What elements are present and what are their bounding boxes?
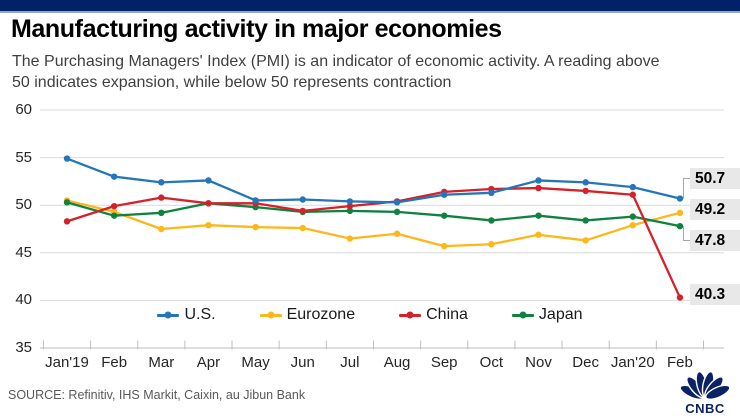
x-tick-label: May bbox=[241, 354, 270, 371]
data-point-Japan bbox=[629, 213, 636, 220]
data-point-Japan bbox=[158, 209, 165, 217]
us-line-marker-icon bbox=[157, 311, 180, 319]
data-point-U.S. bbox=[205, 177, 212, 184]
x-tick-label: Jan'20 bbox=[610, 354, 655, 371]
x-tick-label: Jul bbox=[340, 354, 360, 371]
data-point-China bbox=[63, 218, 71, 225]
page-title: Manufacturing activity in major economie… bbox=[11, 15, 502, 43]
data-point-Japan bbox=[488, 217, 495, 224]
data-point-Japan bbox=[110, 212, 118, 219]
y-tick-label: 50 bbox=[15, 196, 32, 214]
data-point-Japan bbox=[63, 199, 71, 206]
japan-line-marker-icon bbox=[511, 311, 534, 319]
data-point-U.S. bbox=[63, 155, 71, 162]
data-point-China bbox=[110, 202, 118, 210]
y-tick-label: 60 bbox=[15, 101, 32, 118]
x-tick-label: Feb bbox=[101, 354, 128, 371]
data-point-Japan bbox=[393, 208, 401, 216]
eurozone-line-marker-icon bbox=[259, 311, 282, 319]
series-line-Japan bbox=[66, 201, 681, 228]
legend-label-eurozone: Eurozone bbox=[286, 306, 356, 323]
data-point-Eurozone bbox=[346, 235, 354, 242]
data-point-Eurozone bbox=[629, 221, 636, 229]
legend-label-japan: Japan bbox=[538, 306, 583, 323]
value-label-eurozone: 49.2 bbox=[690, 199, 740, 220]
legend-label-us: U.S. bbox=[184, 306, 216, 323]
y-tick-label: 35 bbox=[15, 339, 32, 356]
source-text: SOURCE: Refinitiv, IHS Markit, Caixin, a… bbox=[8, 388, 306, 402]
data-point-China bbox=[158, 194, 165, 201]
cnbc-logo-wordmark: CNBC bbox=[685, 401, 725, 415]
x-tick-label: Dec bbox=[572, 354, 599, 371]
leader-line bbox=[682, 178, 690, 199]
page-subtitle: The Purchasing Managers' Index (PMI) is … bbox=[12, 53, 660, 91]
china-line-marker-icon bbox=[399, 311, 422, 319]
data-point-U.S. bbox=[158, 179, 165, 186]
x-tick-label: Jun bbox=[290, 354, 315, 371]
x-tick-label: Feb bbox=[667, 354, 693, 371]
data-point-Japan bbox=[346, 207, 354, 215]
x-tick-label: Jan'19 bbox=[45, 354, 89, 371]
data-point-U.S. bbox=[441, 191, 448, 198]
data-point-Eurozone bbox=[158, 225, 165, 233]
data-point-Eurozone bbox=[488, 241, 495, 248]
data-point-Japan bbox=[535, 212, 542, 219]
data-point-U.S. bbox=[582, 179, 589, 186]
data-point-China bbox=[205, 200, 212, 207]
data-point-U.S. bbox=[299, 196, 306, 203]
x-tick-label: Oct bbox=[479, 354, 504, 371]
data-point-China bbox=[629, 191, 636, 198]
legend-label-china: China bbox=[426, 306, 468, 323]
data-point-Eurozone bbox=[252, 223, 259, 231]
leader-line bbox=[682, 226, 690, 241]
data-point-U.S. bbox=[676, 195, 684, 202]
x-tick-label: Nov bbox=[525, 354, 552, 371]
x-tick-label: Aug bbox=[383, 354, 411, 371]
data-point-Eurozone bbox=[299, 224, 306, 232]
x-tick-label: Sep bbox=[430, 354, 458, 371]
data-point-China bbox=[582, 187, 589, 195]
data-point-U.S. bbox=[629, 183, 636, 191]
cnbc-peacock-icon: CNBC bbox=[679, 370, 731, 416]
value-label-china: 40.3 bbox=[690, 284, 740, 305]
data-point-Japan bbox=[676, 222, 684, 230]
data-point-Eurozone bbox=[582, 237, 589, 244]
legend-item-eurozone: Eurozone bbox=[259, 306, 356, 324]
chart-legend: U.S. Eurozone China Japan bbox=[0, 306, 740, 324]
data-point-U.S. bbox=[488, 189, 495, 197]
data-point-Eurozone bbox=[441, 242, 448, 250]
series-line-U.S. bbox=[66, 157, 681, 204]
data-point-U.S. bbox=[346, 198, 354, 205]
legend-item-china: China bbox=[399, 306, 468, 324]
data-point-Eurozone bbox=[676, 209, 684, 217]
data-point-China bbox=[346, 202, 354, 210]
y-tick-label: 45 bbox=[15, 243, 32, 261]
data-point-China bbox=[676, 294, 684, 301]
y-tick-label: 40 bbox=[15, 291, 32, 309]
data-point-U.S. bbox=[535, 177, 542, 184]
x-tick-label: Apr bbox=[196, 354, 221, 371]
data-point-China bbox=[535, 184, 542, 192]
x-tick-label: Mar bbox=[148, 354, 175, 371]
data-point-U.S. bbox=[252, 197, 259, 204]
data-point-Eurozone bbox=[205, 221, 212, 229]
top-accent-bar bbox=[0, 0, 740, 13]
data-point-Eurozone bbox=[535, 231, 542, 238]
data-point-U.S. bbox=[393, 199, 401, 206]
cnbc-logo: CNBC bbox=[673, 369, 737, 416]
data-point-Japan bbox=[441, 212, 448, 219]
legend-item-us: U.S. bbox=[157, 306, 216, 324]
value-label-japan: 47.8 bbox=[690, 230, 740, 251]
legend-item-japan: Japan bbox=[511, 306, 583, 324]
data-point-Japan bbox=[582, 217, 589, 224]
data-point-Eurozone bbox=[393, 230, 401, 237]
series-line-China bbox=[66, 186, 681, 299]
data-point-China bbox=[299, 207, 306, 215]
series-line-Eurozone bbox=[66, 199, 681, 248]
y-tick-label: 55 bbox=[15, 148, 32, 166]
value-label-us: 50.7 bbox=[690, 168, 740, 189]
data-point-U.S. bbox=[110, 173, 118, 180]
